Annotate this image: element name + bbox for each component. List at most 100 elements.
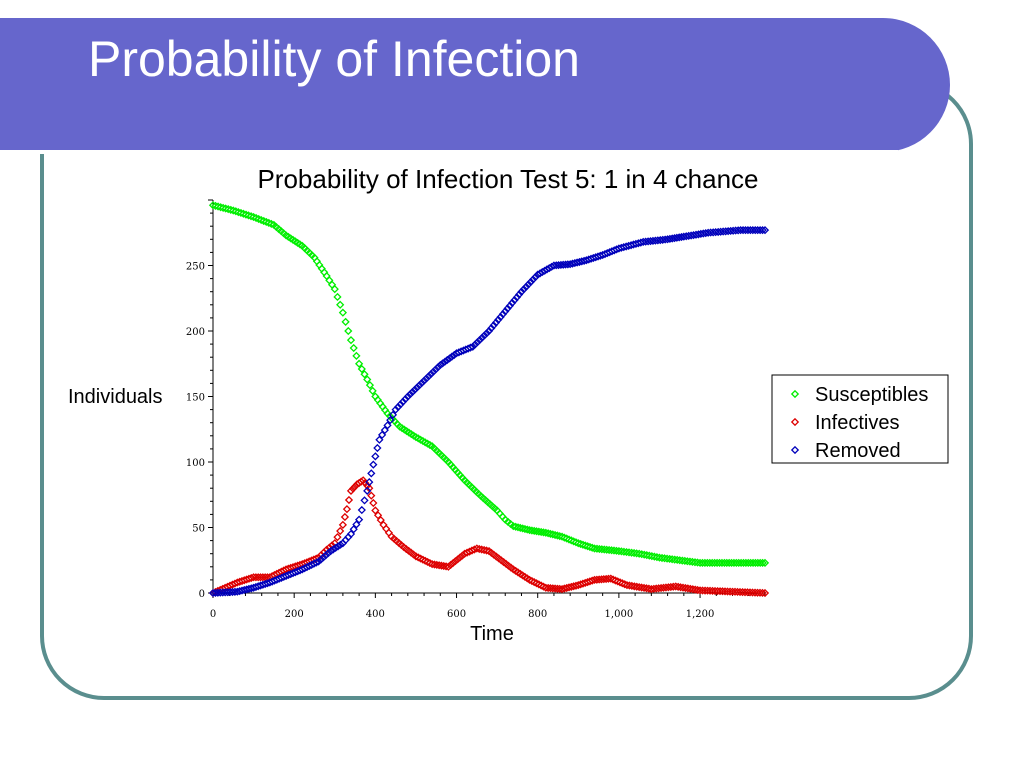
data-point: [333, 532, 342, 542]
data-point: [346, 529, 356, 539]
data-point: [624, 548, 634, 557]
data-point: [590, 544, 599, 553]
data-point: [760, 558, 770, 567]
data-point: [548, 530, 557, 539]
data-point: [630, 582, 639, 591]
data-point: [760, 226, 770, 235]
data-point: [686, 584, 695, 593]
slide-title: Probability of Infection: [88, 31, 580, 87]
data-point: [510, 296, 519, 305]
data-point: [382, 524, 391, 533]
data-point: [349, 343, 358, 353]
data-point: [632, 549, 641, 558]
data-point: [521, 282, 531, 291]
data-point: [613, 577, 622, 586]
data-point: [498, 310, 508, 319]
data-point: [419, 376, 429, 385]
data-point: [705, 586, 715, 595]
data-point: [595, 544, 604, 554]
data-point: [444, 562, 453, 571]
data-point: [341, 317, 350, 326]
data-point: [567, 536, 576, 545]
data-point: [681, 583, 690, 593]
data-point: [435, 561, 444, 570]
data-point: [755, 588, 765, 597]
data-point: [433, 363, 443, 372]
data-point: [406, 390, 415, 399]
data-point: [519, 285, 528, 294]
data-point: [660, 554, 669, 563]
data-point: [627, 581, 636, 591]
data-point: [588, 543, 597, 552]
data-point: [760, 588, 770, 598]
data-point: [527, 526, 537, 535]
data-point: [620, 580, 629, 589]
data-point: [475, 544, 484, 554]
data-point: [357, 477, 366, 486]
data-point: [511, 522, 520, 531]
data-point: [336, 526, 345, 536]
y-tick-label: 50: [192, 524, 205, 535]
data-point: [213, 202, 223, 211]
data-point: [333, 292, 342, 302]
data-point: [422, 374, 431, 383]
series-removed: [208, 226, 770, 598]
data-point: [338, 308, 348, 317]
data-point: [564, 535, 574, 544]
data-point: [518, 524, 527, 533]
data-point: [384, 528, 394, 537]
data-point: [617, 547, 626, 556]
data-point: [526, 277, 535, 287]
series-susceptibles: [208, 201, 770, 567]
data-point: [662, 554, 672, 563]
data-point: [326, 546, 335, 556]
data-point: [508, 298, 517, 308]
x-tick-label: 800: [528, 609, 547, 620]
data-point: [398, 397, 408, 406]
data-point: [612, 546, 621, 555]
data-point: [637, 550, 646, 559]
data-point: [319, 553, 328, 562]
data-point: [360, 496, 369, 505]
data-point: [369, 498, 378, 508]
data-point: [720, 587, 730, 596]
data-point: [314, 557, 323, 566]
data-point: [735, 587, 745, 597]
data-point: [393, 402, 403, 412]
data-point: [391, 405, 400, 414]
data-point: [447, 352, 457, 361]
data-point: [645, 551, 654, 560]
data-point: [622, 581, 632, 590]
data-point: [710, 586, 720, 596]
data-point: [670, 555, 679, 564]
data-point: [446, 560, 455, 570]
data-point: [622, 547, 631, 557]
data-point: [451, 557, 460, 566]
data-point: [691, 585, 700, 594]
data-point: [678, 556, 687, 565]
data-point: [531, 272, 540, 282]
data-point: [635, 582, 644, 592]
data-point: [530, 526, 539, 535]
legend-marker: [790, 389, 800, 399]
data-point: [458, 551, 467, 560]
data-point: [513, 523, 523, 532]
data-point: [333, 542, 343, 551]
data-point: [607, 546, 616, 555]
data-point: [604, 574, 613, 583]
data-point: [475, 335, 484, 345]
data-point: [424, 372, 433, 381]
data-point: [415, 381, 424, 390]
data-point: [537, 527, 546, 537]
data-point: [216, 203, 225, 212]
data-point: [695, 586, 705, 595]
data-point: [473, 338, 482, 347]
data-point: [615, 578, 625, 587]
data-point: [342, 505, 352, 514]
data-point: [494, 315, 503, 324]
data-point: [650, 552, 659, 561]
data-point: [455, 553, 465, 562]
legend: Susceptibles Infectives Removed: [771, 374, 949, 464]
data-point: [544, 529, 553, 538]
legend-marker: [790, 417, 800, 427]
